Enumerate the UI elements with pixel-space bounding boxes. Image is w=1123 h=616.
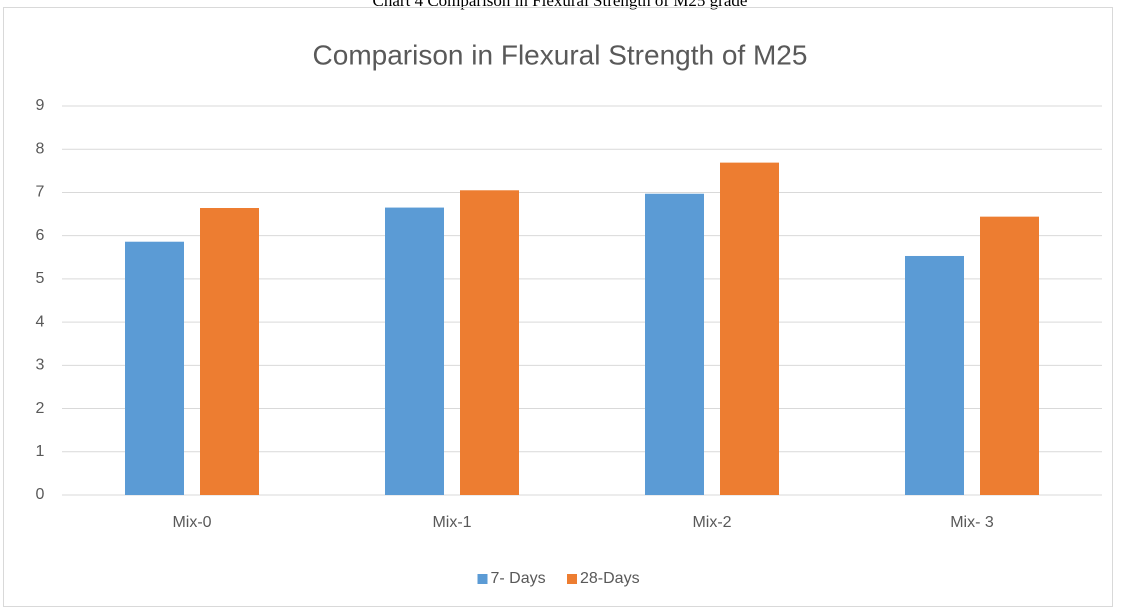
chart-border — [3, 7, 1113, 607]
bar — [125, 241, 184, 495]
bar — [720, 162, 779, 496]
x-tick-label: Mix-2 — [692, 514, 731, 531]
y-tick-label: 1 — [36, 443, 45, 460]
bar — [460, 190, 519, 496]
y-tick-label: 6 — [36, 227, 45, 244]
y-tick-label: 5 — [36, 270, 45, 287]
y-tick-label: 8 — [36, 140, 45, 157]
y-tick-label: 3 — [36, 357, 45, 374]
bar — [385, 207, 444, 496]
legend-swatch — [477, 574, 488, 584]
bar — [905, 255, 964, 495]
x-tick-label: Mix- 3 — [950, 514, 994, 531]
chart-title: Comparison in Flexural Strength of M25 — [313, 39, 808, 70]
legend-label: 7- Days — [491, 570, 546, 587]
legend-label: 28-Days — [580, 570, 640, 587]
y-tick-label: 9 — [36, 97, 45, 114]
bar — [200, 208, 259, 495]
bar — [645, 193, 704, 496]
caption: Chart 4 Comparison in Flexural Strength … — [373, 0, 748, 10]
y-tick-label: 7 — [36, 184, 45, 201]
x-tick-label: Mix-1 — [432, 514, 471, 531]
y-tick-label: 0 — [36, 486, 45, 503]
bar — [980, 216, 1039, 495]
legend-swatch — [567, 574, 577, 584]
y-tick-label: 4 — [36, 313, 45, 330]
x-tick-label: Mix-0 — [172, 514, 211, 531]
y-tick-label: 2 — [36, 400, 45, 417]
